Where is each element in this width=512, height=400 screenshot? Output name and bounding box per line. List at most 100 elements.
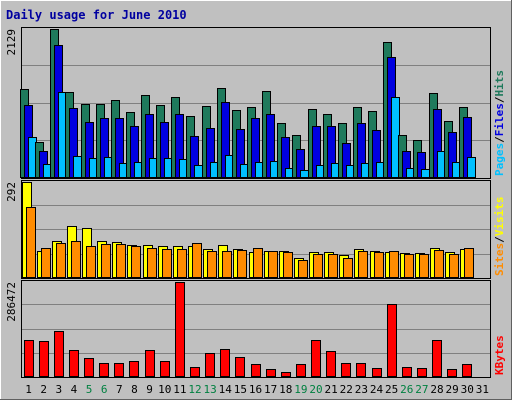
day-label: 29 [446, 383, 459, 396]
bar-kbytes-day-7 [114, 363, 124, 377]
bar-sites-day-23 [358, 251, 368, 278]
day-label: 26 [400, 383, 413, 396]
bar-sites-day-19 [298, 260, 308, 278]
day-label: 10 [158, 383, 171, 396]
legend-entry-kbytes: KBytes [493, 335, 506, 375]
bar-kbytes-day-15 [235, 357, 245, 377]
bar-kbytes-day-30 [462, 364, 472, 377]
bar-sites-day-8 [131, 246, 141, 278]
bar-sites-day-7 [116, 244, 126, 278]
bar-sites-day-12 [192, 243, 202, 278]
panel-bottom-legend: KBytes [493, 335, 506, 375]
bar-sites-day-22 [343, 258, 353, 278]
day-label: 25 [385, 383, 398, 396]
bar-kbytes-day-24 [372, 368, 382, 377]
bar-kbytes-day-1 [24, 340, 34, 377]
bar-kbytes-day-20 [311, 340, 321, 377]
day-label: 15 [234, 383, 247, 396]
bar-sites-day-25 [389, 251, 399, 278]
legend-entry-visits: Visits [493, 197, 506, 237]
bar-sites-day-26 [404, 254, 414, 278]
day-label: 9 [146, 383, 153, 396]
day-label: 14 [219, 383, 233, 396]
day-label: 19 [294, 383, 307, 396]
bar-kbytes-day-18 [281, 372, 291, 377]
bar-sites-day-9 [147, 248, 157, 278]
bar-sites-day-10 [162, 249, 172, 278]
legend-entry-: / [493, 136, 506, 143]
bar-sites-day-27 [419, 254, 429, 278]
day-label: 7 [116, 383, 123, 396]
bar-kbytes-day-17 [266, 369, 276, 377]
bar-kbytes-day-26 [402, 367, 412, 377]
day-label: 17 [264, 383, 277, 396]
day-label: 18 [279, 383, 292, 396]
panel-bottom-ymax-label: 286472 [5, 282, 18, 322]
bar-kbytes-day-11 [175, 282, 185, 377]
bar-pages-day-27 [421, 169, 430, 178]
day-label: 11 [173, 383, 186, 396]
day-label: 20 [309, 383, 322, 396]
day-label: 2 [40, 383, 47, 396]
bar-sites-day-16 [253, 248, 263, 278]
bar-sites-day-2 [41, 248, 51, 278]
bar-kbytes-day-25 [387, 304, 397, 377]
panel-middle-legend: Sites/Visits [493, 197, 506, 277]
bar-kbytes-day-10 [160, 361, 170, 377]
day-label: 5 [86, 383, 93, 396]
day-label: 21 [325, 383, 338, 396]
day-label: 23 [355, 383, 368, 396]
bar-kbytes-day-22 [341, 363, 351, 377]
bar-sites-day-18 [283, 252, 293, 278]
panel-middle-ymax-label: 292 [5, 182, 18, 202]
bar-sites-day-11 [177, 249, 187, 278]
bar-pages-day-4 [73, 156, 82, 178]
day-label: 1 [25, 383, 32, 396]
bar-sites-day-13 [207, 251, 217, 278]
bar-sites-day-3 [56, 243, 66, 278]
bar-kbytes-day-27 [417, 368, 427, 377]
bar-sites-day-14 [222, 251, 232, 278]
legend-entry-: / [493, 236, 506, 243]
panel-top-legend: Pages/Files/Hits [493, 70, 506, 176]
day-label: 30 [461, 383, 474, 396]
bar-kbytes-day-23 [356, 363, 366, 377]
day-label: 16 [249, 383, 262, 396]
bar-sites-day-6 [101, 244, 111, 278]
bar-kbytes-day-21 [326, 351, 336, 377]
bar-kbytes-day-9 [145, 350, 155, 377]
day-label: 12 [188, 383, 201, 396]
bar-kbytes-day-29 [447, 369, 457, 377]
chart-title: Daily usage for June 2010 [6, 8, 187, 22]
bar-sites-day-24 [374, 252, 384, 278]
bar-kbytes-day-6 [99, 363, 109, 377]
bar-kbytes-day-13 [205, 353, 215, 377]
bar-kbytes-day-12 [190, 367, 200, 377]
bar-kbytes-day-16 [251, 364, 261, 377]
legend-entry-hits: Hits [493, 70, 506, 97]
bar-kbytes-day-28 [432, 340, 442, 377]
bar-kbytes-day-2 [39, 341, 49, 377]
legend-entry-pages: Pages [493, 143, 506, 176]
panel-top-ymax-label: 2129 [5, 29, 18, 56]
legend-entry-: / [493, 96, 506, 103]
bar-kbytes-day-14 [220, 349, 230, 377]
bar-pages-day-12 [194, 165, 203, 178]
bar-sites-day-28 [434, 250, 444, 278]
bar-sites-day-20 [313, 254, 323, 278]
bar-sites-day-21 [328, 254, 338, 278]
bar-pages-day-30 [467, 157, 476, 178]
bar-sites-day-15 [237, 250, 247, 278]
bar-sites-day-30 [464, 248, 474, 278]
bar-sites-day-17 [268, 251, 278, 278]
day-label: 28 [430, 383, 443, 396]
bar-kbytes-day-19 [296, 364, 306, 377]
bar-pages-day-19 [300, 170, 309, 178]
bar-kbytes-day-3 [54, 331, 64, 377]
bar-kbytes-day-4 [69, 350, 79, 377]
day-label: 13 [203, 383, 216, 396]
day-label: 3 [56, 383, 63, 396]
bar-kbytes-day-8 [129, 361, 139, 377]
day-label: 22 [340, 383, 353, 396]
